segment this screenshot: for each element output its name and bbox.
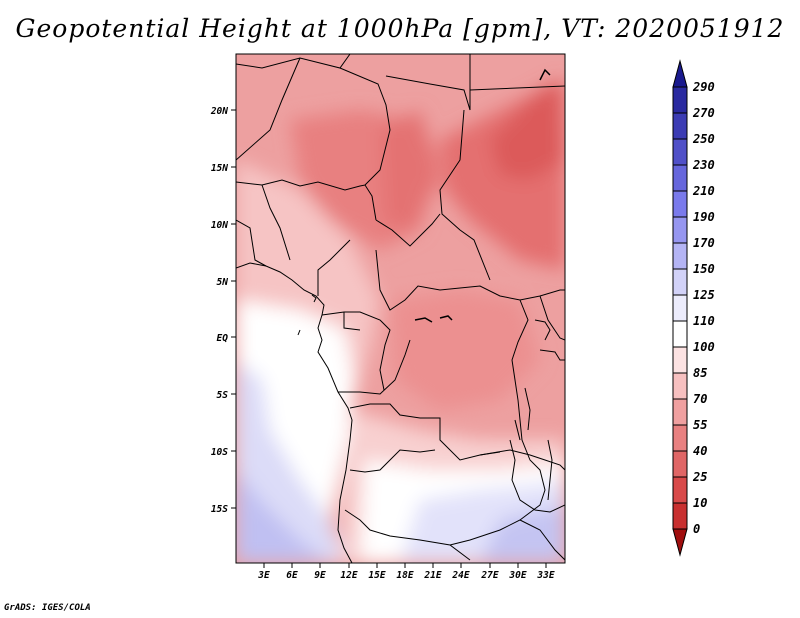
colorbar-label: 100: [693, 340, 715, 354]
y-tick-label: 5S: [217, 390, 229, 401]
x-tick-label: 30E: [508, 570, 526, 581]
y-axis: [231, 109, 236, 509]
x-tick-label: 27E: [480, 570, 498, 581]
colorbar-label: 290: [692, 80, 715, 94]
colorbar-label: 150: [693, 262, 715, 276]
x-tick-label: 12E: [340, 570, 357, 581]
colorbar-label: 230: [692, 158, 715, 172]
colorbar-label: 210: [692, 184, 715, 198]
colorbar-swatch: [672, 242, 688, 270]
y-tick-label: 15N: [211, 163, 228, 174]
colorbar-swatch: [672, 372, 688, 400]
x-tick-label: 21E: [423, 570, 441, 581]
y-tick-label: 5N: [217, 277, 229, 288]
map-title: Geopotential Height at 1000hPa [gpm], VT…: [15, 14, 785, 43]
y-tick-label: 10S: [211, 447, 228, 458]
y-tick-label: 20N: [210, 106, 228, 117]
x-tick-label: 15E: [368, 570, 385, 581]
colorbar-bottom-arrow: [672, 528, 688, 557]
colorbar-swatch: [672, 398, 688, 426]
colorbar-swatch: [672, 268, 688, 296]
x-tick-label: 3E: [257, 570, 270, 581]
colorbar-label: 270: [692, 106, 715, 120]
y-tick-label: EQ: [217, 333, 229, 344]
colorbar: [672, 59, 688, 557]
colorbar-swatch: [672, 112, 688, 140]
colorbar-swatch: [672, 320, 688, 348]
colorbar-label: 10: [693, 496, 707, 510]
colorbar-label: 170: [693, 236, 715, 250]
colorbar-swatch: [672, 164, 688, 192]
grads-credit: GrADS: IGES/COLA: [4, 603, 91, 613]
x-tick-label: 18E: [396, 570, 413, 581]
colorbar-label: 250: [692, 132, 715, 146]
colorbar-swatch: [672, 424, 688, 452]
x-axis: [263, 563, 547, 568]
colorbar-swatch: [672, 86, 688, 114]
y-tick-label: 15S: [211, 504, 228, 515]
country-borders: [236, 54, 565, 563]
colorbar-label: 85: [693, 366, 707, 380]
colorbar-label: 70: [693, 392, 707, 406]
x-tick-label: 33E: [536, 570, 554, 581]
colorbar-swatch: [672, 346, 688, 374]
colorbar-swatch: [672, 476, 688, 504]
colorbar-label: 110: [693, 314, 715, 328]
colorbar-top-arrow: [672, 59, 688, 88]
colorbar-label: 25: [692, 470, 707, 484]
colorbar-swatch: [672, 190, 688, 218]
x-tick-label: 24E: [451, 570, 469, 581]
colorbar-label: 55: [693, 418, 707, 432]
y-tick-label: 10N: [211, 220, 228, 231]
colorbar-swatch: [672, 502, 688, 530]
x-tick-label: 6E: [286, 570, 298, 581]
colorbar-swatch: [672, 450, 688, 478]
colorbar-label: 40: [693, 444, 707, 458]
colorbar-swatch: [672, 216, 688, 244]
colorbar-swatch: [672, 138, 688, 166]
colorbar-swatch: [672, 294, 688, 322]
geopotential-field: [236, 54, 565, 563]
colorbar-label: 190: [693, 210, 715, 224]
map-frame: [235, 53, 566, 564]
colorbar-label: 0: [693, 522, 700, 536]
colorbar-label: 125: [693, 288, 715, 302]
x-tick-label: 9E: [314, 570, 326, 581]
